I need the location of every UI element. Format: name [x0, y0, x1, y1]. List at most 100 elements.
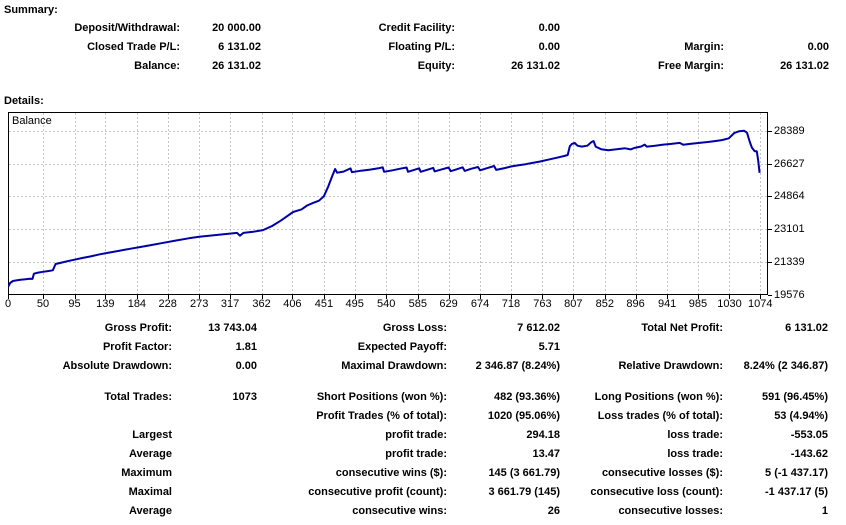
stat-value-profit-trades: 1020 (95.06%) — [487, 410, 560, 422]
x-axis-tick-label: 585 — [408, 298, 427, 310]
stats-row: Absolute Drawdown: 0.00 Maximal Drawdown… — [0, 360, 846, 374]
x-axis-tick-label: 941 — [657, 298, 677, 310]
stat-value-consecutive-wins-money: 145 (3 661.79) — [488, 467, 560, 479]
summary-label-credit-facility: Credit Facility: — [378, 22, 455, 34]
stat-label-avg-consecutive-wins: consecutive wins: — [352, 505, 447, 517]
stat-label-absolute-drawdown: Absolute Drawdown: — [62, 360, 172, 372]
balance-chart: Balance 0 50 95 139 184 228 273 317 362 406 451 495… — [4, 112, 846, 312]
stat-label-consecutive-loss-count: consecutive loss (count): — [590, 486, 723, 498]
stat-label-gross-profit: Gross Profit: — [104, 322, 172, 334]
y-axis-tick-label: 21339 — [774, 256, 805, 269]
stats-row: Profit Factor: 1.81 Expected Payoff: 5.7… — [0, 341, 846, 355]
summary-label-floating-pl: Floating P/L: — [388, 41, 455, 53]
stat-label-average2: Average — [128, 505, 172, 517]
x-axis-tick-label: 495 — [345, 298, 364, 310]
stat-value-maximal-drawdown: 2 346.87 (8.24%) — [475, 360, 560, 372]
summary-label-balance: Balance: — [134, 60, 180, 72]
x-axis-tick-label: 896 — [626, 298, 645, 310]
x-axis-tick-label: 317 — [220, 298, 240, 310]
summary-value-credit-facility: 0.00 — [538, 22, 560, 34]
stat-label-average-profit-trade: profit trade: — [385, 448, 447, 460]
stat-label-expected-payoff: Expected Payoff: — [357, 341, 447, 353]
summary-value-floating-pl: 0.00 — [538, 41, 560, 53]
stat-label-average-loss-trade: loss trade: — [667, 448, 723, 460]
stat-value-average-loss-trade: -143.62 — [790, 448, 828, 460]
stats-row: Profit Trades (% of total): 1020 (95.06%… — [0, 410, 846, 424]
summary-heading: Summary: — [4, 4, 58, 16]
x-axis-tick-label: 763 — [533, 298, 552, 310]
summary-label-closed-pl: Closed Trade P/L: — [87, 41, 180, 53]
stat-label-relative-drawdown: Relative Drawdown: — [618, 360, 723, 372]
balance-line — [8, 129, 761, 288]
stat-label-avg-consecutive-losses: consecutive losses: — [618, 505, 723, 517]
x-axis-tick-label: 985 — [688, 298, 708, 310]
y-axis-tick-label: 24864 — [774, 190, 805, 203]
stat-value-largest-profit-trade: 294.18 — [526, 429, 560, 441]
stat-value-expected-payoff: 5.71 — [538, 341, 560, 353]
stat-label-consecutive-losses-money: consecutive losses ($): — [601, 467, 723, 479]
x-axis-tick-label: 1074 — [748, 298, 773, 310]
stat-value-largest-loss-trade: -553.05 — [790, 429, 828, 441]
x-axis-tick-label: 95 — [68, 298, 81, 310]
stat-label-maximal: Maximal — [128, 486, 172, 498]
summary-value-free-margin: 26 131.02 — [780, 60, 829, 72]
summary-value-equity: 26 131.02 — [511, 60, 560, 72]
summary-value-deposit: 20 000.00 — [212, 22, 261, 34]
x-axis-tick-label: 852 — [595, 298, 614, 310]
stat-label-largest-loss-trade: loss trade: — [667, 429, 723, 441]
x-axis-tick-label: 50 — [36, 298, 50, 310]
stat-label-average: Average — [128, 448, 172, 460]
summary-value-margin: 0.00 — [807, 41, 829, 53]
x-axis-tick-label: 184 — [127, 298, 147, 310]
stat-label-maximum: Maximum — [121, 467, 172, 479]
summary-row: Closed Trade P/L: 6 131.02 Floating P/L:… — [0, 41, 846, 55]
stat-label-profit-factor: Profit Factor: — [102, 341, 172, 353]
details-heading: Details: — [4, 95, 44, 107]
stat-label-short-positions: Short Positions (won %): — [316, 391, 447, 403]
x-axis-tick-label: 273 — [190, 298, 209, 310]
y-axis-tick-label: 19576 — [774, 289, 805, 301]
x-axis-tick-label: 718 — [501, 298, 521, 310]
stat-label-long-positions: Long Positions (won %): — [594, 391, 723, 403]
x-axis-tick-label: 629 — [439, 298, 458, 310]
stat-label-consecutive-wins-money: consecutive wins ($): — [335, 467, 447, 479]
summary-value-closed-pl: 6 131.02 — [218, 41, 261, 53]
x-axis-tick-label: 0 — [4, 298, 12, 310]
balance-chart-plot — [8, 112, 772, 299]
x-axis-tick-label: 540 — [377, 298, 396, 310]
x-axis-tick-label: 674 — [470, 298, 490, 310]
stat-label-total-net-profit: Total Net Profit: — [641, 322, 723, 334]
summary-label-equity: Equity: — [417, 60, 455, 72]
stat-value-loss-trades: 53 (4.94%) — [774, 410, 828, 422]
x-axis-tick-label: 807 — [564, 298, 583, 310]
stat-label-profit-trades: Profit Trades (% of total): — [316, 410, 447, 422]
x-axis-tick-label: 228 — [158, 298, 177, 310]
summary-row: Deposit/Withdrawal: 20 000.00 Credit Fac… — [0, 22, 846, 36]
stat-value-profit-factor: 1.81 — [235, 341, 257, 353]
stat-label-gross-loss: Gross Loss: — [382, 322, 447, 334]
stat-value-consecutive-losses-money: 5 (-1 437.17) — [765, 467, 828, 479]
y-axis-tick-label: 28389 — [774, 124, 805, 137]
x-axis-tick-label: 362 — [252, 298, 271, 310]
stat-value-average-profit-trade: 13.47 — [532, 448, 560, 460]
stats-row: Maximum consecutive wins ($): 145 (3 661… — [0, 467, 846, 481]
plot-border — [8, 112, 768, 295]
stat-label-total-trades: Total Trades: — [104, 391, 172, 403]
stat-value-avg-consecutive-losses: 1 — [821, 505, 828, 517]
x-axis-tick-label: 451 — [314, 298, 334, 310]
y-axis-tick-label: 26627 — [774, 157, 805, 170]
stat-label-consecutive-profit-count: consecutive profit (count): — [308, 486, 447, 498]
stat-label-largest-profit-trade: profit trade: — [385, 429, 447, 441]
x-axis-tick-label: 139 — [96, 298, 115, 310]
stat-value-short-positions: 482 (93.36%) — [493, 391, 560, 403]
stat-value-relative-drawdown: 8.24% (2 346.87) — [743, 360, 828, 372]
stat-value-total-trades: 1073 — [232, 391, 257, 403]
stats-row: Gross Profit: 13 743.04 Gross Loss: 7 61… — [0, 322, 846, 336]
stat-value-consecutive-loss-count: -1 437.17 (5) — [765, 486, 828, 498]
x-axis-tick-label: 1030 — [717, 298, 742, 310]
summary-row: Balance: 26 131.02 Equity: 26 131.02 Fre… — [0, 60, 846, 74]
stat-value-total-net-profit: 6 131.02 — [785, 322, 828, 334]
stat-value-gross-profit: 13 743.04 — [208, 322, 257, 334]
y-axis-tick-label: 23101 — [774, 223, 805, 236]
